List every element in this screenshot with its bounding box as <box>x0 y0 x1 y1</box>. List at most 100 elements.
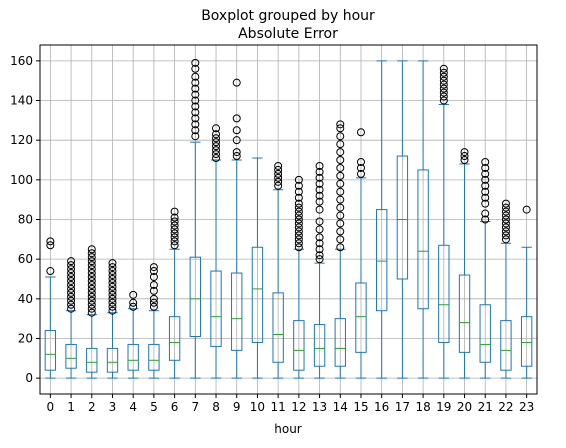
outlier-point <box>46 241 55 250</box>
outlier-point <box>170 233 179 242</box>
outlier-point <box>336 235 345 244</box>
outlier-point <box>439 88 448 97</box>
outlier-point <box>212 146 221 155</box>
outlier-point <box>315 255 324 264</box>
iqr-box <box>210 270 222 347</box>
outlier-point <box>501 227 510 236</box>
outlier-point <box>501 203 510 212</box>
outlier-point <box>336 195 345 204</box>
x-tick-label: 2 <box>88 400 96 414</box>
y-tick-label: 80 <box>18 213 33 227</box>
outlier-point <box>87 292 96 301</box>
outlier-point <box>170 207 179 216</box>
box-hour-6 <box>168 207 181 379</box>
outlier-point <box>87 280 96 289</box>
outlier-point <box>191 132 200 141</box>
outlier-point <box>232 152 241 161</box>
outlier-point <box>315 217 324 226</box>
outlier-point <box>274 173 283 182</box>
outlier-point <box>67 257 76 266</box>
outlier-point <box>87 304 96 313</box>
outlier-point <box>336 219 345 228</box>
outlier-point <box>274 177 283 186</box>
outlier-point <box>336 124 345 133</box>
box-hour-9 <box>231 78 243 379</box>
outlier-point <box>501 207 510 216</box>
x-tick-label: 5 <box>150 400 158 414</box>
box-hour-21 <box>479 157 491 379</box>
outlier-point <box>87 245 96 254</box>
outlier-point <box>67 265 76 274</box>
iqr-box <box>272 292 284 363</box>
iqr-box <box>396 155 409 280</box>
iqr-box <box>168 316 181 361</box>
x-tick-label: 3 <box>109 400 117 414</box>
outlier-point <box>356 169 365 178</box>
outlier-point <box>315 225 324 234</box>
outlier-point <box>501 211 510 220</box>
outlier-point <box>274 165 283 174</box>
outlier-point <box>315 251 324 260</box>
y-tick-label: 60 <box>18 252 33 266</box>
outlier-point <box>501 215 510 224</box>
outlier-point <box>191 114 200 123</box>
outlier-point <box>356 157 365 166</box>
outlier-point <box>129 290 138 299</box>
outlier-point <box>191 102 200 111</box>
outlier-point <box>212 150 221 159</box>
x-tick-label: 15 <box>353 400 368 414</box>
iqr-box <box>65 343 77 369</box>
iqr-box <box>148 343 160 371</box>
outlier-point <box>191 72 200 81</box>
outlier-point <box>170 225 179 234</box>
outlier-point <box>108 282 117 291</box>
outlier-point <box>481 181 490 190</box>
outlier-point <box>294 227 303 236</box>
outlier-point <box>191 84 200 93</box>
outlier-point <box>87 257 96 266</box>
outlier-point <box>294 235 303 244</box>
outlier-point <box>170 213 179 222</box>
box-hour-7 <box>189 58 201 379</box>
outlier-point <box>336 163 345 172</box>
iqr-box <box>520 316 533 367</box>
x-tick-label: 1 <box>67 400 75 414</box>
box-hour-12 <box>293 175 305 379</box>
iqr-box <box>127 343 139 371</box>
y-tick-label: 160 <box>10 54 33 68</box>
outlier-point <box>522 205 531 214</box>
outlier-point <box>87 284 96 293</box>
outlier-point <box>67 296 76 305</box>
outlier-point <box>232 136 241 145</box>
outlier-point <box>481 169 490 178</box>
x-tick-label: 18 <box>415 400 430 414</box>
x-tick-label: 19 <box>436 400 451 414</box>
outlier-point <box>294 181 303 190</box>
outlier-point <box>191 78 200 87</box>
iqr-box <box>334 318 346 367</box>
outlier-point <box>336 120 345 129</box>
outlier-point <box>294 231 303 240</box>
outlier-point <box>87 269 96 278</box>
outlier-point <box>274 181 283 190</box>
outlier-point <box>315 233 324 242</box>
x-tick-label: 22 <box>498 400 513 414</box>
x-tick-label: 23 <box>519 400 534 414</box>
outlier-point <box>336 140 345 149</box>
box-hour-20 <box>458 148 471 379</box>
outlier-point <box>87 296 96 305</box>
outlier-point <box>315 245 324 254</box>
outlier-point <box>129 298 138 307</box>
outlier-point <box>315 185 324 194</box>
outlier-point <box>232 114 241 123</box>
outlier-point <box>191 120 200 129</box>
iqr-box <box>355 282 367 353</box>
outlier-point <box>501 223 510 232</box>
outlier-point <box>481 163 490 172</box>
outlier-point <box>336 187 345 196</box>
outlier-point <box>191 126 200 135</box>
outlier-point <box>170 229 179 238</box>
outlier-point <box>149 263 158 272</box>
outlier-point <box>108 306 117 315</box>
outlier-point <box>129 302 138 311</box>
